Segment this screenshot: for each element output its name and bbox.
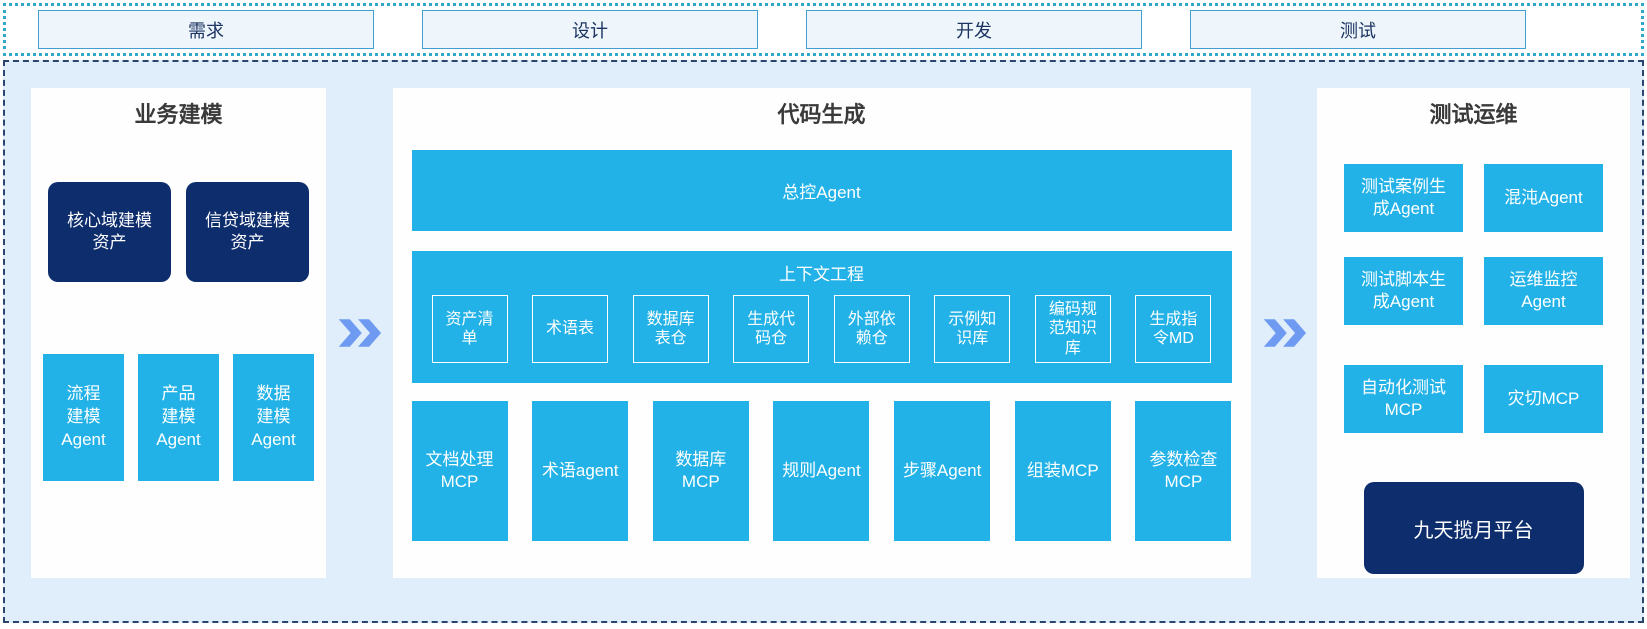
modeling-assets-row: 核心域建模资产 信贷域建模资产: [31, 182, 326, 282]
rules-agent-box: 规则Agent: [773, 401, 870, 541]
generated-code-repo-box: 生成代码仓: [733, 295, 810, 363]
flow-chevron-right: [1251, 88, 1318, 578]
business-modeling-title: 业务建模: [134, 102, 223, 127]
generation-instruction-md-box: 生成指令MD: [1135, 295, 1212, 363]
stage-box-design: 设计: [422, 10, 758, 49]
param-check-mcp-box: 参数检查MCP: [1135, 401, 1232, 541]
jiutian-lanyue-platform-box: 九天揽月平台: [1363, 482, 1584, 574]
master-agent-bar: 总控Agent: [411, 150, 1232, 231]
test-operations-title: 测试运维: [1429, 102, 1518, 127]
codegen-tools-row: 文档处理MCP 术语agent 数据库MCP 规则Agent 步骤Agent 组…: [411, 401, 1232, 541]
modeling-agents-row: 流程建模Agent 产品建模Agent 数据建模Agent: [31, 354, 326, 481]
credit-domain-assets-box: 信贷域建模资产: [186, 182, 309, 282]
process-modeling-agent-box: 流程建模Agent: [43, 354, 124, 481]
ops-monitoring-agent-box: 运维监控Agent: [1484, 257, 1603, 325]
testops-row-2: 测试脚本生成Agent 运维监控Agent: [1317, 257, 1630, 325]
test-case-generation-agent-box: 测试案例生成Agent: [1344, 164, 1463, 232]
steps-agent-box: 步骤Agent: [894, 401, 991, 541]
panel-test-operations: 测试运维 测试案例生成Agent 混沌Agent 测试脚本生成Agent 运维监…: [1317, 88, 1630, 578]
flow-chevron-left: [326, 88, 393, 578]
disaster-switch-mcp-box: 灾切MCP: [1484, 365, 1603, 433]
data-modeling-agent-box: 数据建模Agent: [233, 354, 314, 481]
stage-box-requirements: 需求: [38, 10, 374, 49]
workflow-stage-bar: 需求 设计 开发 测试: [3, 3, 1644, 56]
automated-testing-mcp-box: 自动化测试MCP: [1344, 365, 1463, 433]
context-engineering-panel: 上下文工程 资产清单 术语表 数据库表仓 生成代码仓 外部依赖仓 示例知识库 编…: [411, 251, 1232, 383]
double-chevron-right-icon: [339, 319, 382, 347]
database-mcp-box: 数据库MCP: [652, 401, 749, 541]
asset-list-box: 资产清单: [431, 295, 508, 363]
doc-processing-mcp-box: 文档处理MCP: [411, 401, 508, 541]
product-modeling-agent-box: 产品建模Agent: [138, 354, 219, 481]
db-table-repo-box: 数据库表仓: [632, 295, 709, 363]
example-knowledge-base-box: 示例知识库: [934, 295, 1011, 363]
stage-box-testing: 测试: [1190, 10, 1526, 49]
test-script-generation-agent-box: 测试脚本生成Agent: [1344, 257, 1463, 325]
testops-row-3: 自动化测试MCP 灾切MCP: [1317, 365, 1630, 433]
stage-box-development: 开发: [806, 10, 1142, 49]
code-generation-title: 代码生成: [777, 102, 866, 127]
glossary-box: 术语表: [532, 295, 609, 363]
panel-code-generation: 代码生成 总控Agent 上下文工程 资产清单 术语表 数据库表仓 生成代码仓 …: [392, 88, 1251, 578]
context-engineering-title: 上下文工程: [779, 265, 864, 284]
terminology-agent-box: 术语agent: [532, 401, 629, 541]
panel-business-modeling: 业务建模 核心域建模资产 信贷域建模资产 流程建模Agent 产品建模Agent…: [31, 88, 326, 578]
context-items-row: 资产清单 术语表 数据库表仓 生成代码仓 外部依赖仓 示例知识库 编码规范知识库…: [431, 295, 1212, 363]
testops-row-1: 测试案例生成Agent 混沌Agent: [1317, 164, 1630, 232]
double-chevron-right-icon: [1263, 319, 1306, 347]
assembly-mcp-box: 组装MCP: [1014, 401, 1111, 541]
external-deps-repo-box: 外部依赖仓: [833, 295, 910, 363]
main-section: 业务建模 核心域建模资产 信贷域建模资产 流程建模Agent 产品建模Agent…: [3, 60, 1644, 623]
coding-standards-kb-box: 编码规范知识库: [1034, 295, 1111, 363]
core-domain-assets-box: 核心域建模资产: [48, 182, 171, 282]
chaos-agent-box: 混沌Agent: [1484, 164, 1603, 232]
